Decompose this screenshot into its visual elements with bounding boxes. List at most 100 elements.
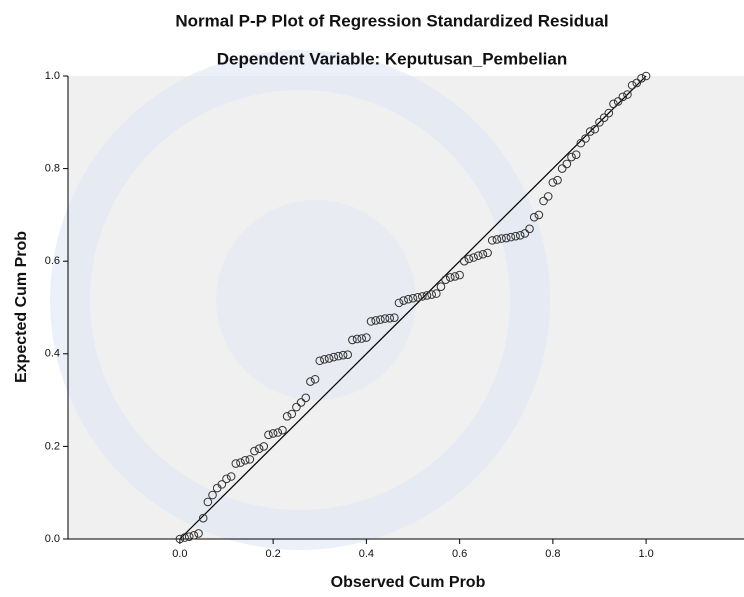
reference-line bbox=[179, 75, 647, 540]
point bbox=[418, 292, 427, 301]
point bbox=[534, 210, 544, 220]
point bbox=[595, 118, 604, 127]
point bbox=[450, 272, 460, 281]
x-tick-label: 0.8 bbox=[545, 548, 560, 560]
point bbox=[576, 138, 586, 148]
point bbox=[627, 80, 637, 90]
point bbox=[189, 530, 199, 540]
point bbox=[194, 529, 203, 538]
x-tick-label: 1.0 bbox=[638, 548, 653, 560]
point bbox=[226, 472, 236, 481]
point bbox=[254, 444, 264, 454]
point bbox=[473, 251, 483, 260]
point bbox=[445, 273, 455, 282]
point bbox=[217, 480, 227, 489]
point bbox=[203, 497, 213, 507]
point bbox=[413, 293, 422, 302]
point bbox=[525, 224, 534, 234]
point bbox=[376, 315, 385, 324]
point bbox=[268, 429, 278, 438]
point bbox=[590, 124, 600, 134]
point bbox=[599, 113, 609, 122]
y-axis-label: Expected Cum Prob bbox=[13, 231, 30, 383]
x-tick-label: 0.2 bbox=[265, 548, 280, 560]
point bbox=[385, 313, 394, 323]
watermark bbox=[216, 200, 416, 400]
point bbox=[567, 152, 576, 162]
point bbox=[371, 316, 380, 325]
point bbox=[529, 212, 539, 222]
point bbox=[571, 150, 581, 160]
point bbox=[585, 127, 595, 136]
point bbox=[637, 74, 646, 83]
point bbox=[184, 532, 194, 541]
point bbox=[366, 317, 376, 326]
point bbox=[240, 455, 250, 465]
point bbox=[306, 377, 315, 386]
watermark bbox=[50, 50, 550, 550]
point bbox=[180, 533, 189, 542]
point bbox=[245, 455, 255, 464]
point bbox=[604, 108, 614, 118]
point bbox=[324, 354, 334, 363]
point bbox=[581, 134, 590, 143]
point bbox=[352, 334, 362, 344]
point bbox=[222, 474, 231, 484]
point bbox=[553, 175, 562, 185]
point bbox=[264, 430, 273, 440]
point bbox=[543, 192, 553, 201]
point bbox=[464, 254, 474, 264]
point bbox=[539, 196, 548, 206]
point bbox=[320, 355, 329, 364]
point bbox=[562, 159, 572, 169]
point bbox=[515, 230, 525, 240]
y-tick-label: 0.8 bbox=[45, 163, 60, 175]
point bbox=[175, 534, 185, 544]
point bbox=[520, 229, 530, 238]
point bbox=[278, 425, 287, 435]
point bbox=[436, 282, 446, 291]
point bbox=[236, 458, 245, 467]
point bbox=[641, 71, 651, 81]
x-tick-label: 0.4 bbox=[359, 548, 374, 560]
point bbox=[408, 293, 418, 303]
point bbox=[501, 233, 511, 243]
point bbox=[441, 275, 450, 285]
point bbox=[404, 294, 413, 304]
point bbox=[427, 290, 436, 299]
point bbox=[618, 92, 628, 102]
point bbox=[301, 393, 311, 403]
point bbox=[632, 78, 642, 88]
point bbox=[478, 249, 488, 259]
point bbox=[348, 335, 357, 345]
point bbox=[390, 313, 399, 322]
chart-subtitle: Dependent Variable: Keputusan_Pembelian bbox=[217, 49, 567, 68]
point bbox=[432, 289, 441, 298]
point bbox=[198, 513, 208, 523]
point bbox=[557, 164, 567, 173]
point bbox=[455, 270, 464, 280]
x-tick-label: 0.6 bbox=[452, 548, 467, 560]
point bbox=[469, 253, 478, 262]
point bbox=[492, 235, 502, 244]
point bbox=[380, 314, 390, 323]
x-axis-label: Observed Cum Prob bbox=[331, 574, 486, 591]
point bbox=[343, 350, 353, 360]
y-tick-label: 0.2 bbox=[45, 440, 60, 452]
point bbox=[310, 374, 320, 384]
point bbox=[287, 409, 297, 419]
point bbox=[334, 351, 343, 361]
point bbox=[338, 350, 348, 360]
point bbox=[548, 178, 558, 187]
point bbox=[259, 442, 269, 451]
point bbox=[315, 356, 325, 366]
point bbox=[296, 398, 306, 407]
y-tick-label: 0.0 bbox=[45, 533, 60, 545]
point bbox=[399, 296, 408, 305]
point bbox=[506, 232, 516, 242]
point bbox=[422, 291, 432, 300]
point bbox=[208, 490, 217, 500]
y-tick-label: 0.4 bbox=[45, 348, 60, 360]
point bbox=[282, 412, 292, 421]
